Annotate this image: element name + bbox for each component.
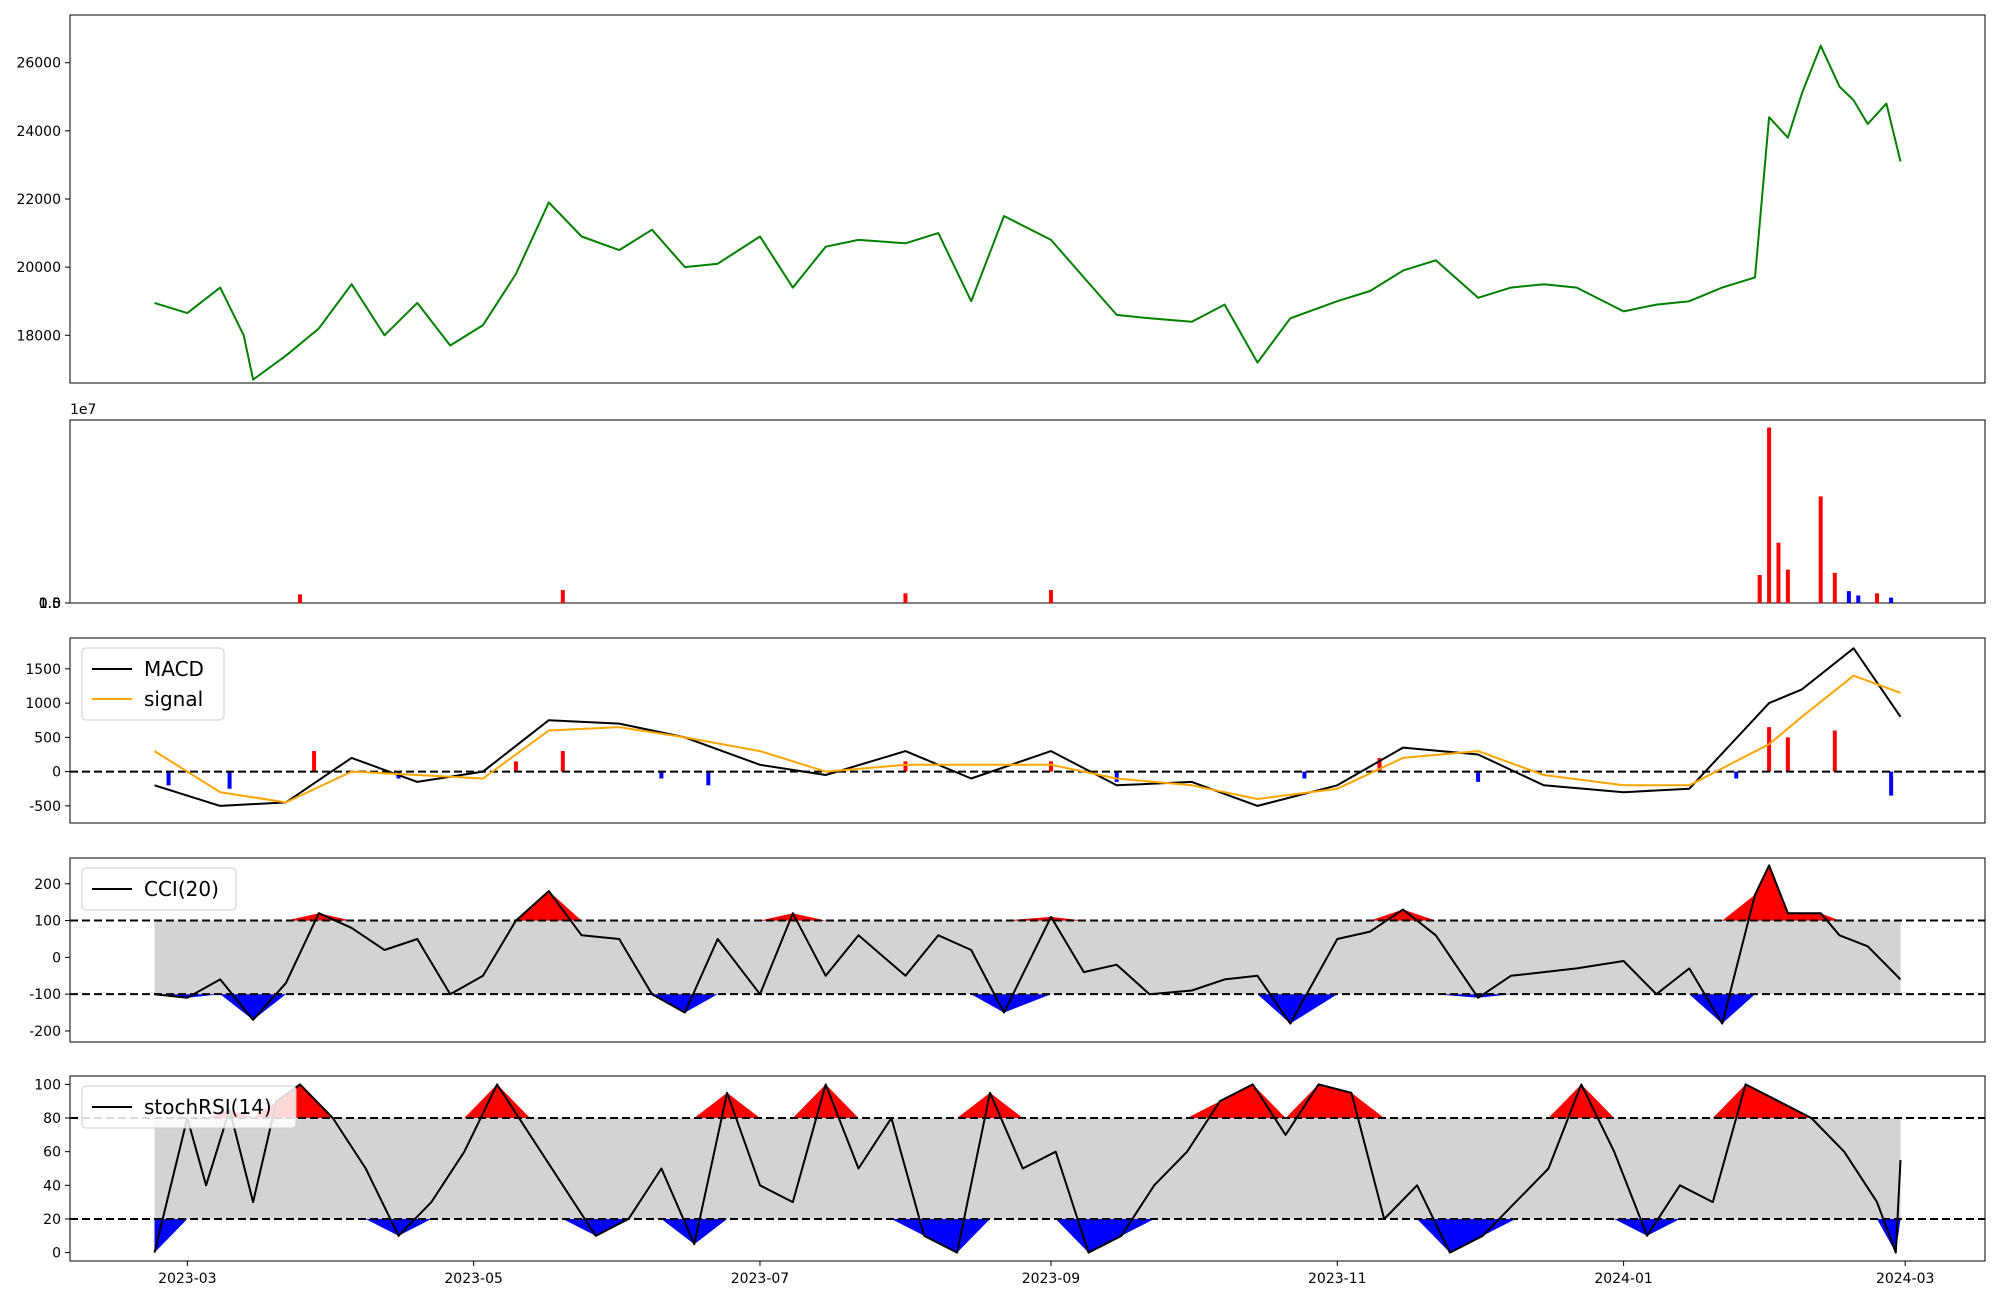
cci-ytick-label: 200	[34, 877, 61, 893]
stochrsi-overbought-fill	[154, 1084, 1901, 1118]
cci-ytick-label: -100	[29, 987, 61, 1003]
x-tick-label: 2023-09	[1022, 1271, 1081, 1287]
volume-bar	[1818, 496, 1823, 603]
x-axis: 2023-03 2023-05 2023-07 2023-09 2023-11 2024-…	[158, 1261, 1934, 1287]
macd-hist-bar	[903, 761, 908, 772]
macd-ytick-label: 500	[34, 730, 61, 746]
macd-hist-bar	[706, 771, 711, 786]
stochrsi-panel: 0 20 40 60 80 100 stochRSI(14)	[34, 1075, 1986, 1262]
macd-legend-label: signal	[144, 687, 203, 711]
x-tick-label: 2023-11	[1308, 1271, 1367, 1287]
macd-frame	[69, 637, 1986, 824]
x-tick-label: 2023-05	[444, 1271, 503, 1287]
cci-line	[154, 864, 1902, 1025]
macd-hist-bar	[1889, 771, 1894, 796]
signal-line	[153, 674, 1901, 804]
price-ytick-label: 26000	[16, 56, 61, 72]
stochrsi-legend-label: stochRSI(14)	[144, 1095, 272, 1119]
volume-bar	[297, 594, 302, 603]
stochrsi-ytick-label: 40	[43, 1178, 61, 1194]
volume-ytick-label: 0.5	[39, 596, 61, 612]
cci-oversold-fill	[154, 994, 1901, 1024]
macd-ytick-label: 1500	[25, 662, 61, 678]
price-line	[154, 44, 1902, 381]
cci-band	[154, 920, 1901, 995]
volume-bar	[1846, 591, 1851, 603]
volume-bar	[1785, 569, 1790, 603]
stochrsi-ytick-label: 100	[34, 1077, 61, 1093]
x-tick-label: 2023-07	[731, 1271, 790, 1287]
price-frame	[69, 14, 1986, 384]
macd-hist-bar	[1476, 771, 1481, 782]
stochrsi-ytick-label: 60	[43, 1145, 61, 1161]
macd-legend	[81, 647, 225, 721]
stochrsi-band	[154, 1118, 1901, 1219]
cci-legend-label: CCI(20)	[144, 877, 219, 901]
macd-hist-bar	[1114, 771, 1119, 782]
cci-legend	[81, 867, 237, 911]
volume-bar	[1767, 427, 1772, 603]
stochrsi-line	[153, 1083, 1902, 1254]
stochrsi-oversold-fill	[154, 1219, 1901, 1253]
stochrsi-ytick-label: 20	[43, 1212, 61, 1228]
volume-ytick-label: 1.5	[39, 596, 61, 612]
cci-overbought-fill	[154, 865, 1901, 921]
volume-bar	[903, 593, 908, 603]
macd-hist-bar	[659, 771, 664, 779]
stochrsi-ytick-label: 0	[52, 1246, 61, 1262]
macd-hist-bar	[513, 761, 518, 772]
cci-ytick-label: -200	[29, 1024, 61, 1040]
volume-bar	[1776, 542, 1781, 603]
macd-ytick-label: 1000	[25, 696, 61, 712]
macd-hist-bar	[227, 771, 232, 789]
stochrsi-ytick-label: 80	[43, 1111, 61, 1127]
stochrsi-frame	[69, 1075, 1986, 1262]
cci-ytick-label: 100	[34, 914, 61, 930]
macd-line	[154, 647, 1902, 807]
price-ytick-label: 18000	[16, 328, 61, 344]
volume-bar	[1889, 597, 1894, 603]
cci-panel: -200 -100 0 100 200 CCI(20)	[29, 857, 1986, 1043]
macd-hist-bar	[1302, 771, 1307, 779]
x-tick-label: 2024-03	[1876, 1271, 1935, 1287]
price-ytick-label: 20000	[16, 260, 61, 276]
x-tick-label: 2023-03	[158, 1271, 217, 1287]
volume-ytick-label: 1.0	[39, 596, 61, 612]
macd-legend-label: MACD	[144, 657, 204, 681]
volume-bar	[1048, 590, 1053, 603]
macd-hist-bar	[1767, 727, 1772, 772]
volume-scale-label: 1e7	[70, 402, 96, 418]
macd-hist-bar	[1377, 757, 1382, 772]
volume-bar	[1832, 572, 1837, 603]
macd-hist-bar	[1048, 761, 1053, 772]
volume-bar	[1856, 595, 1861, 603]
macd-hist-bar	[1734, 771, 1739, 779]
macd-ytick-label: -500	[29, 799, 61, 815]
x-tick-label: 2024-01	[1594, 1271, 1653, 1287]
price-ytick-label: 24000	[16, 124, 61, 140]
macd-hist-bar	[312, 751, 317, 772]
macd-hist-bar	[1832, 730, 1837, 772]
cci-ytick-label: 0	[52, 950, 61, 966]
volume-bar	[560, 590, 565, 603]
macd-panel: -500 0 500 1000 1500 MACD signal	[25, 637, 1986, 824]
macd-hist-bar	[166, 771, 171, 786]
macd-hist-bar	[560, 751, 565, 772]
price-panel: 18000 20000 22000 24000 26000	[16, 14, 1986, 384]
volume-frame	[69, 419, 1986, 604]
cci-frame	[69, 857, 1986, 1043]
volume-bar	[1875, 593, 1880, 603]
macd-hist-bar	[1785, 737, 1790, 772]
volume-panel: 0.00.51.01.5 1e7	[39, 402, 1986, 612]
stochrsi-legend	[81, 1085, 297, 1129]
volume-ytick-label: 0.0	[39, 596, 61, 612]
price-ytick-label: 22000	[16, 192, 61, 208]
volume-bar	[1757, 575, 1762, 603]
macd-ytick-label: 0	[52, 765, 61, 781]
